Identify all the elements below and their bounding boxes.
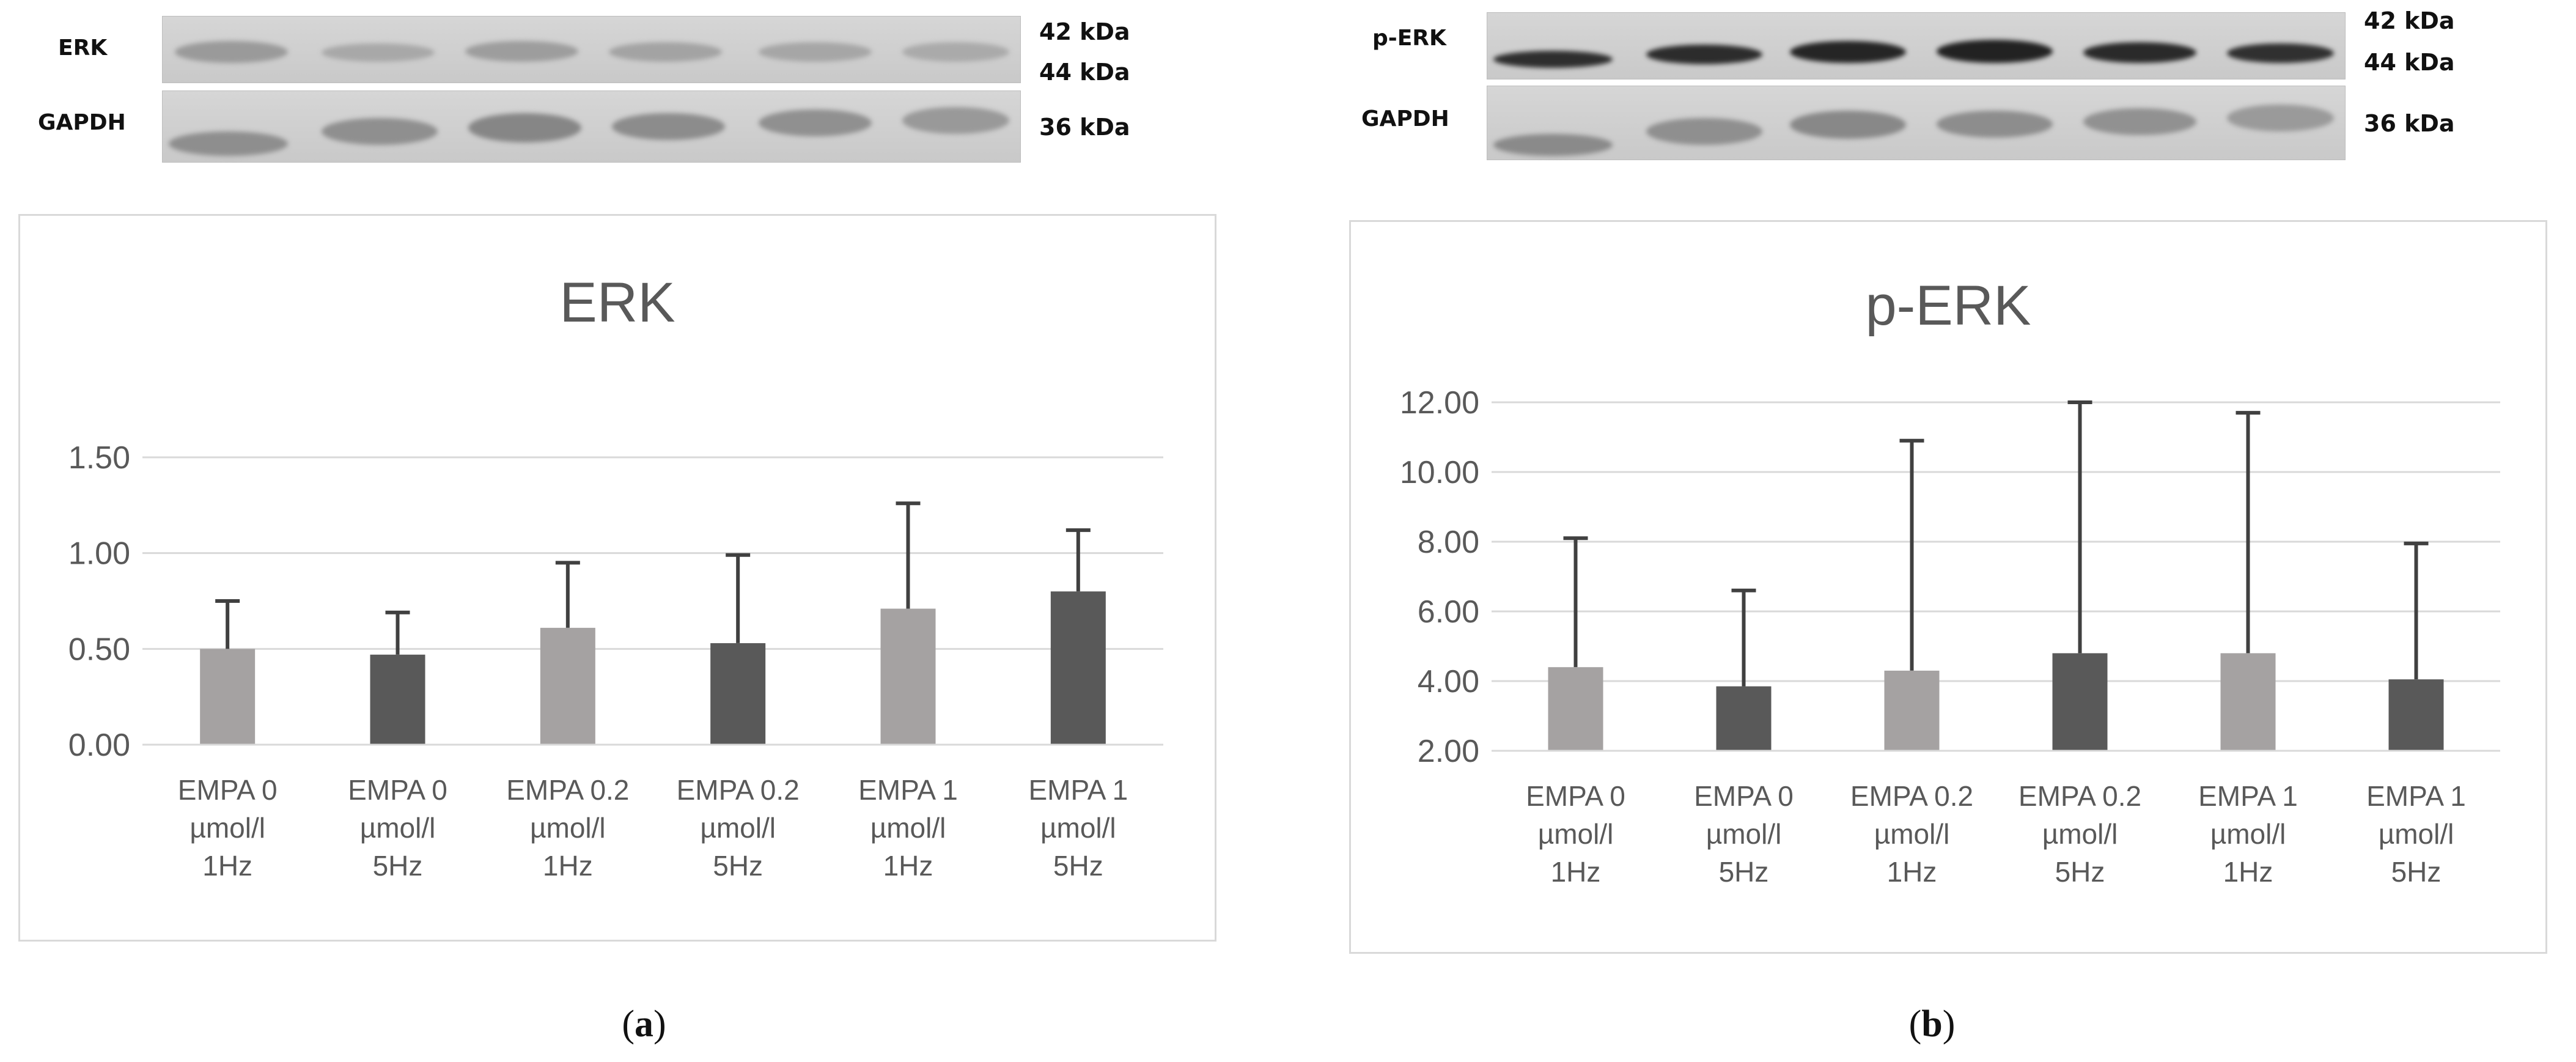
x-tick-label: EMPA 1: [858, 774, 958, 806]
figure-panel-a: ERK 42 kDa 44 kDa GAPDH 36 kDa ERK 0.00 0…: [18, 16, 1216, 1045]
kda-label-42: 42 kDa: [2364, 7, 2455, 34]
y-tick-label: 0.00: [68, 728, 130, 763]
blot-label-gapdh: GAPDH: [1361, 106, 1449, 131]
x-tick-label: EMPA 0: [178, 774, 278, 806]
bar: [1716, 686, 1772, 751]
bar: [710, 643, 766, 745]
bar: [1884, 670, 1940, 751]
blot-strip-erk: [162, 16, 1021, 83]
bar: [880, 608, 936, 745]
bar: [370, 654, 425, 745]
kda-label-42: 42 kDa: [1039, 18, 1130, 45]
x-tick-label: 5Hz: [373, 850, 423, 882]
x-tick-label: 5Hz: [1719, 856, 1769, 888]
blot-strip-p-erk: [1487, 12, 2346, 79]
panel-caption-b: (b): [1908, 1003, 1956, 1045]
x-tick-label: 5Hz: [2391, 856, 2442, 888]
x-tick-label: 1Hz: [543, 850, 593, 882]
bar: [1548, 667, 1603, 751]
bar: [2220, 653, 2276, 751]
x-tick-label: 1Hz: [1551, 856, 1601, 888]
x-tick-label: EMPA 1: [2198, 780, 2298, 812]
blot-strip-gapdh: [162, 90, 1021, 163]
blot-strip-gapdh: [1487, 86, 2346, 160]
x-tick-label: 5Hz: [1053, 850, 1103, 882]
x-tick-label: EMPA 0.2: [1850, 780, 1973, 812]
bar: [200, 649, 256, 745]
chart-frame-p-erk: p-ERK 2.00 4.00 6.00 8.00 10.00 12.00 EMPA 0 µm…: [1349, 220, 2547, 954]
y-tick-label: 4.00: [1418, 664, 1479, 699]
y-tick-label: 12.00: [1400, 385, 1479, 421]
x-tick-label: µmol/l: [1706, 818, 1782, 850]
x-tick-label: 1Hz: [883, 850, 933, 882]
x-tick-label: µmol/l: [870, 812, 946, 844]
chart-frame-erk: ERK 0.00 0.50 1.00 1.50 EMPA 0 µmol/l 1Hz EMPA …: [18, 214, 1216, 942]
x-tick-label: EMPA 0: [348, 774, 447, 806]
figure-panel-b: p-ERK 42 kDa 44 kDa GAPDH 36 kDa p-ERK 2…: [1288, 0, 2576, 1062]
x-tick-label: EMPA 0: [1526, 780, 1625, 812]
chart-title: p-ERK: [1865, 275, 2031, 337]
x-tick-label: µmol/l: [1538, 818, 1614, 850]
x-tick-label: µmol/l: [2210, 818, 2286, 850]
y-tick-label: 0.50: [68, 632, 130, 667]
x-tick-label: 1Hz: [1887, 856, 1937, 888]
x-tick-label: EMPA 1: [2366, 780, 2466, 812]
bar: [1050, 591, 1106, 745]
x-tick-label: 1Hz: [2223, 856, 2273, 888]
x-tick-label: 5Hz: [2055, 856, 2105, 888]
y-tick-label: 2.00: [1418, 734, 1479, 769]
x-tick-label: EMPA 0.2: [677, 774, 800, 806]
bar: [540, 627, 595, 745]
bar: [2052, 653, 2108, 751]
x-tick-label: EMPA 0.2: [2018, 780, 2141, 812]
y-tick-label: 6.00: [1418, 594, 1479, 630]
blot-label-gapdh: GAPDH: [38, 110, 126, 135]
x-tick-label: µmol/l: [190, 812, 265, 844]
bar-chart-p-erk: 2.00 4.00 6.00 8.00 10.00 12.00 EMPA 0 µmol/l 1H…: [1400, 385, 2500, 888]
y-tick-label: 1.00: [68, 536, 130, 572]
y-tick-label: 8.00: [1418, 525, 1479, 560]
x-tick-label: 5Hz: [713, 850, 763, 882]
x-tick-label: 1Hz: [202, 850, 252, 882]
y-tick-label: 1.50: [68, 440, 130, 476]
blot-label-erk: ERK: [58, 35, 108, 61]
x-tick-label: EMPA 0: [1694, 780, 1794, 812]
x-tick-label: µmol/l: [530, 812, 606, 844]
bar: [2388, 679, 2444, 751]
kda-label-44: 44 kDa: [2364, 49, 2455, 76]
chart-title: ERK: [559, 271, 675, 334]
blot-label-p-erk: p-ERK: [1372, 26, 1446, 51]
bar-chart-erk: 0.00 0.50 1.00 1.50 EMPA 0 µmol/l 1Hz EMPA 0 µmo…: [68, 440, 1163, 882]
x-tick-label: EMPA 0.2: [506, 774, 629, 806]
y-tick-label: 10.00: [1400, 455, 1479, 490]
x-tick-label: µmol/l: [700, 812, 776, 844]
x-tick-label: µmol/l: [2042, 818, 2118, 850]
x-tick-label: µmol/l: [1040, 812, 1116, 844]
kda-label-36: 36 kDa: [1039, 114, 1130, 141]
x-tick-label: µmol/l: [360, 812, 436, 844]
kda-label-44: 44 kDa: [1039, 59, 1130, 86]
kda-label-36: 36 kDa: [2364, 110, 2455, 137]
x-tick-label: µmol/l: [2379, 818, 2454, 850]
x-tick-label: EMPA 1: [1028, 774, 1128, 806]
x-tick-label: µmol/l: [1874, 818, 1950, 850]
panel-caption-a: (a): [622, 1003, 666, 1045]
